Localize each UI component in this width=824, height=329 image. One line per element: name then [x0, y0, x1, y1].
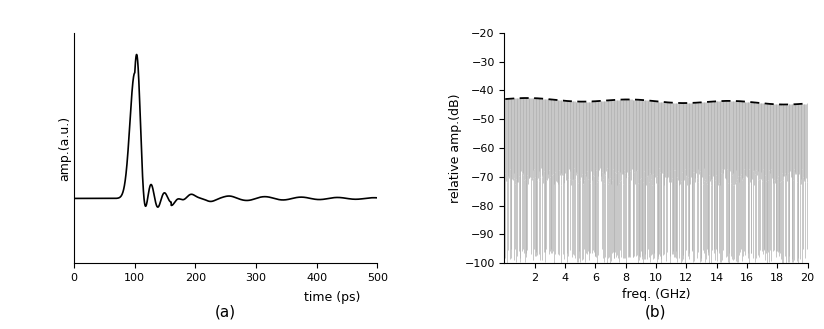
Y-axis label: relative amp.(dB): relative amp.(dB) [448, 93, 461, 203]
Text: (a): (a) [215, 305, 236, 320]
X-axis label: freq. (GHz): freq. (GHz) [622, 289, 691, 301]
Y-axis label: amp.(a.u.): amp.(a.u.) [59, 115, 72, 181]
X-axis label: time (ps): time (ps) [303, 291, 360, 304]
Text: (b): (b) [645, 305, 667, 320]
